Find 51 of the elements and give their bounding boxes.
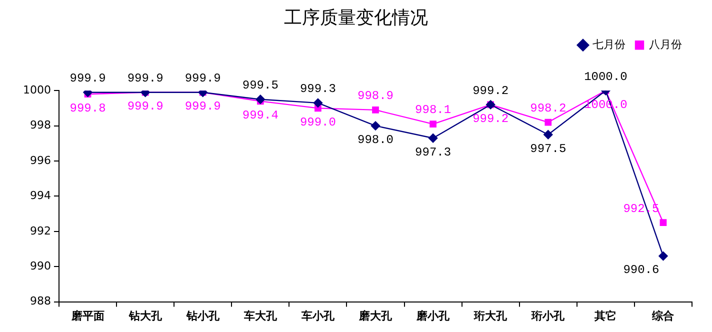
- data-label: 997.5: [530, 142, 566, 156]
- legend-label: 八月份: [649, 38, 682, 51]
- data-label: 999.2: [472, 84, 509, 98]
- data-label: 999.3: [300, 82, 336, 96]
- y-tick-label: 1000: [22, 83, 51, 96]
- x-tick-label: 珩小孔: [530, 309, 566, 322]
- point: [544, 130, 553, 140]
- x-tick-label: 磨小孔: [416, 309, 451, 322]
- x-tick-label: 车大孔: [242, 309, 278, 322]
- data-label: 999.4: [242, 108, 278, 122]
- point: [370, 121, 380, 130]
- y-tick-label: 990: [30, 259, 51, 272]
- x-tick-label: 综合: [651, 309, 676, 322]
- data-label: 998.2: [530, 101, 566, 116]
- data-label: 999.2: [472, 112, 509, 126]
- data-label: 999.9: [184, 72, 221, 86]
- x-tick-label: 珩大孔: [473, 309, 508, 322]
- point: [660, 219, 667, 226]
- y-tick-label: 994: [30, 189, 51, 202]
- data-label: 999.9: [184, 100, 221, 114]
- data-label: 998.1: [415, 103, 452, 118]
- chart-title: 工序质量变化情况: [284, 7, 428, 28]
- point: [256, 94, 266, 104]
- point: [313, 98, 323, 108]
- data-label: 997.3: [415, 145, 452, 160]
- data-label: 999.9: [127, 100, 164, 114]
- x-tick-label: 钻小孔: [185, 309, 220, 322]
- y-tick-label: 992: [30, 224, 51, 238]
- x-tick-label: 钻大孔: [128, 309, 163, 322]
- x-tick-label: 车小孔: [300, 309, 336, 322]
- point: [430, 120, 436, 128]
- y-tick-label: 996: [30, 154, 51, 167]
- data-label: 999.0: [300, 115, 336, 130]
- point: [544, 118, 552, 126]
- legend-label: 七月份: [592, 38, 626, 51]
- x-tick-label: 磨大孔: [358, 309, 393, 322]
- x-tick-label: 磨平面: [70, 309, 104, 322]
- data-label: 999.5: [242, 78, 278, 93]
- point: [372, 106, 379, 114]
- data-label: 999.9: [70, 72, 106, 86]
- point: [658, 251, 668, 261]
- y-tick-label: 988: [30, 294, 51, 308]
- data-label: 998.0: [357, 132, 394, 147]
- data-label: 999.8: [70, 101, 106, 116]
- point: [428, 134, 438, 143]
- y-tick-label: 998: [30, 118, 51, 132]
- data-label: 999.9: [127, 72, 164, 86]
- data-label: 998.9: [357, 89, 394, 104]
- data-label: 1000.0: [584, 70, 628, 84]
- x-tick-label: 其它: [594, 309, 617, 322]
- data-label: 990.6: [623, 263, 660, 278]
